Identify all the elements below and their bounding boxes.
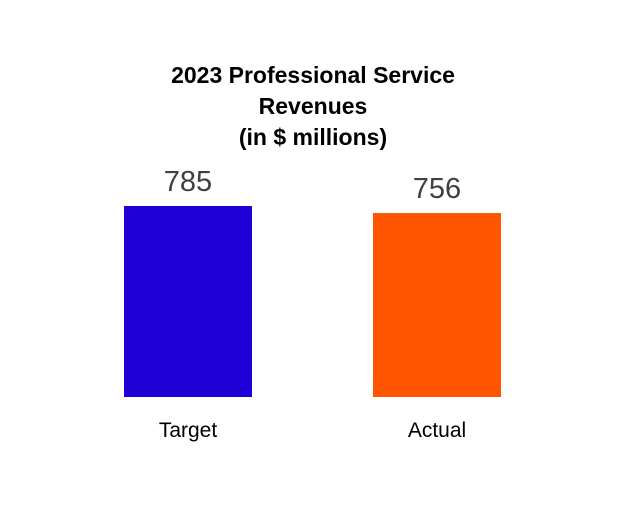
bar-actual — [373, 213, 501, 397]
category-label-target: Target — [159, 419, 218, 442]
data-label-target: 785 — [164, 166, 212, 198]
chart-title-line-3: (in $ millions) — [238, 124, 388, 150]
chart-title: 2023 Professional Service Revenues (in $… — [0, 60, 626, 153]
chart-title-line-1: 2023 Professional Service — [171, 62, 455, 88]
data-label-actual: 756 — [413, 173, 461, 205]
category-label-actual: Actual — [408, 419, 466, 442]
chart-title-line-2: Revenues — [258, 93, 368, 119]
bar-target — [124, 206, 252, 397]
